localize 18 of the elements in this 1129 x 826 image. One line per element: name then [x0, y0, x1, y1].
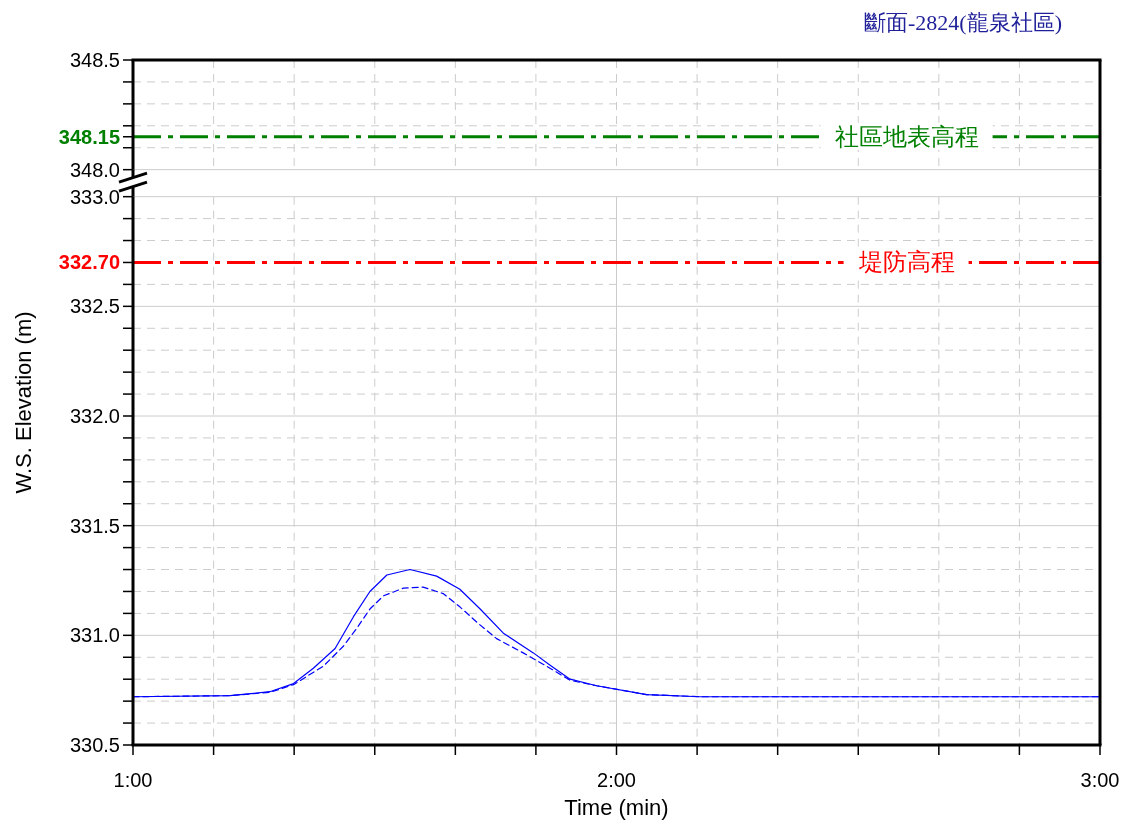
y-tick-label: 348.15	[58, 125, 120, 148]
x-axis-title: Time (min)	[564, 795, 669, 820]
y-tick-label: 348.5	[69, 49, 120, 71]
y-tick-label: 331.0	[69, 624, 120, 647]
y-tick-label: 330.5	[69, 734, 120, 756]
y-tick-label: 332.5	[69, 295, 120, 318]
ref-line-label: 堤防高程	[857, 248, 955, 276]
y-tick-label: 331.5	[69, 514, 120, 537]
x-tick-label: 1:00	[113, 769, 153, 791]
ref-line-label: 社區地表高程	[834, 122, 979, 150]
chart-title: 斷面-2824(龍泉社區)	[864, 10, 1062, 35]
y-tick-label: 332.70	[58, 251, 120, 274]
y-tick-label: 332.0	[69, 405, 120, 427]
x-tick-label: 2:00	[597, 769, 636, 791]
y-tick-label: 333.0	[69, 185, 120, 208]
x-tick-label: 3:00	[1080, 769, 1120, 791]
y-axis-title: W.S. Elevation (m)	[11, 311, 36, 494]
y-tick-label: 348.0	[69, 158, 120, 181]
